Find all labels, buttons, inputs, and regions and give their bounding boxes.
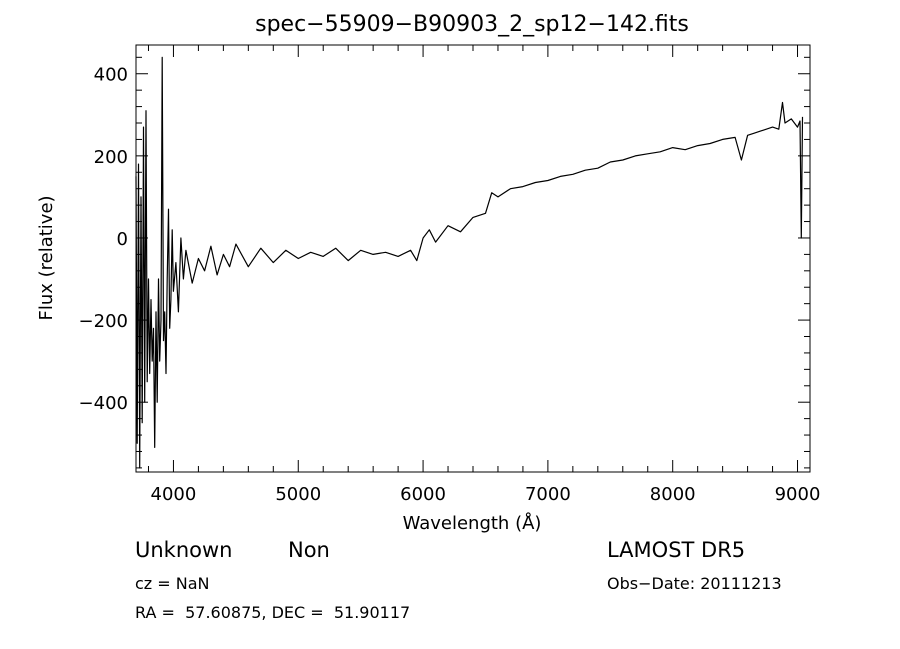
- axis-ticks: [136, 45, 810, 472]
- survey-name: LAMOST DR5: [607, 538, 746, 562]
- y-tick-label: −400: [79, 393, 128, 414]
- x-tick-label: 7000: [525, 484, 571, 505]
- x-tick-label: 6000: [400, 484, 446, 505]
- y-axis-label: Flux (relative): [36, 195, 57, 320]
- sky-coordinates: RA = 57.60875, DEC = 51.90117: [135, 603, 411, 622]
- axis-tick-labels: 4000 5000 6000 7000 8000 9000 −400 −200 0 200 400: [79, 65, 821, 505]
- y-tick-label: 0: [117, 229, 128, 250]
- x-tick-label: 9000: [775, 484, 821, 505]
- x-tick-label: 8000: [650, 484, 696, 505]
- x-tick-label: 4000: [151, 484, 197, 505]
- x-tick-label: 5000: [275, 484, 321, 505]
- y-tick-label: 200: [94, 147, 128, 168]
- observation-date: Obs−Date: 20111213: [607, 574, 782, 593]
- y-tick-label: 400: [94, 65, 128, 86]
- redshift-cz: cz = NaN: [135, 574, 210, 593]
- spectrum-line: [135, 56, 804, 469]
- object-subclass: Non: [288, 538, 330, 562]
- y-tick-label: −200: [79, 311, 128, 332]
- object-class: Unknown: [135, 538, 233, 562]
- plot-frame: [135, 44, 811, 473]
- x-axis-label: Wavelength (Å): [403, 512, 542, 534]
- chart-title: spec−55909−B90903_2_sp12−142.fits: [255, 12, 689, 37]
